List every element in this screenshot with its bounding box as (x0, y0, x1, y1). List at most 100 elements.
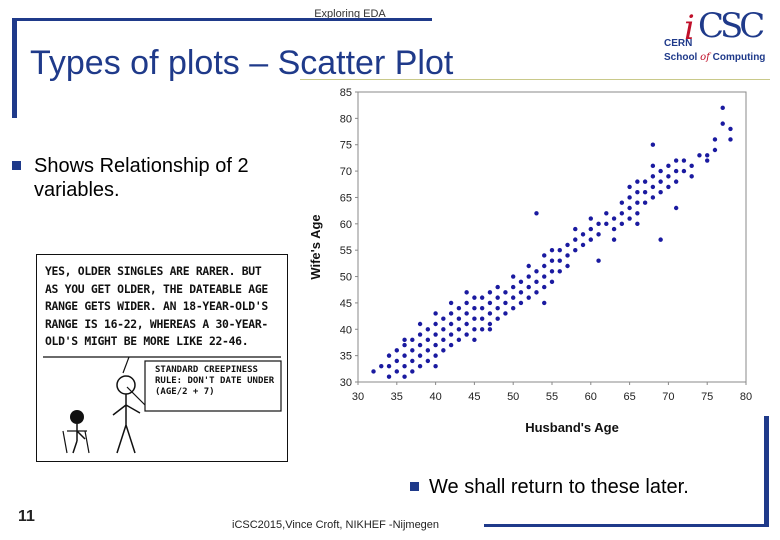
y-axis-label: Wife's Age (308, 214, 323, 279)
scatter-point (650, 163, 656, 169)
x-tick-label: 40 (429, 391, 441, 403)
scatter-point (666, 163, 671, 169)
scatter-point (487, 311, 493, 316)
scatter-point (425, 348, 431, 353)
scatter-point (549, 279, 555, 285)
scatter-point (503, 290, 508, 295)
scatter-point (402, 353, 407, 358)
scatter-point (503, 300, 508, 306)
scatter-point (635, 211, 640, 216)
scatter-point (425, 337, 431, 343)
comic-speech-text: YES, OLDER SINGLES ARE RARER. BUT AS YOU… (45, 264, 268, 348)
scatter-point (511, 284, 516, 290)
scatter-point (526, 263, 531, 269)
scatter-point (472, 337, 477, 343)
scatter-point (417, 363, 423, 369)
scatter-point (456, 337, 462, 343)
scatter-point (549, 258, 555, 263)
x-tick-label: 80 (740, 391, 752, 403)
scatter-point (619, 211, 625, 216)
bullet-relationship: Shows Relationship of 2 variables. (12, 154, 302, 201)
x-tick-label: 65 (623, 391, 635, 403)
scatter-point (472, 295, 477, 300)
plot-frame (357, 91, 747, 383)
y-tick-label: 70 (340, 166, 352, 178)
scatter-point (642, 200, 648, 205)
scatter-point (495, 284, 500, 290)
scatter-point (511, 305, 516, 311)
y-tick-label: 50 (340, 272, 352, 284)
scatter-point (410, 348, 415, 353)
y-tick-label: 35 (340, 351, 352, 363)
frame-left-bar (12, 20, 17, 118)
scatter-point (448, 311, 454, 316)
scatter-point (635, 189, 640, 195)
scatter-point (379, 363, 384, 369)
scatter-point (565, 242, 570, 248)
scatter-point (627, 184, 632, 190)
scatter-point (720, 121, 725, 126)
scatter-point (542, 300, 547, 306)
scatter-point (658, 237, 663, 242)
scatter-point (433, 353, 438, 358)
scatter-point (534, 290, 539, 295)
scatter-point (526, 274, 531, 279)
x-tick-label: 55 (546, 391, 558, 403)
scatter-point (433, 363, 438, 369)
y-tick-label: 80 (340, 113, 352, 125)
x-tick-label: 45 (468, 391, 480, 403)
scatter-point (580, 242, 586, 248)
logo-mark-i: i (684, 8, 695, 48)
y-tick-label: 30 (340, 377, 352, 389)
scatter-point (588, 226, 593, 232)
scatter-point (417, 353, 423, 358)
y-tick-label: 55 (340, 245, 352, 257)
scatter-point (425, 358, 431, 364)
scatter-point (588, 237, 593, 242)
slide-title: Types of plots – Scatter Plot (30, 44, 454, 82)
scatter-point (728, 126, 733, 132)
icsc-logo: i CSC CERN School of Computing (662, 6, 774, 66)
scatter-point (642, 189, 648, 195)
scatter-chart: 30 35 40 45 50 55 60 65 70 75 80 85 30 35 40 45 50 55 60 6… (300, 80, 760, 440)
scatter-point (635, 200, 640, 205)
y-tick-label: 60 (340, 219, 352, 231)
logo-mark-csc: CSC (698, 6, 765, 46)
scatter-point (705, 153, 710, 158)
scatter-point (705, 158, 710, 163)
logo-cern: CERN (664, 38, 693, 49)
scatter-point (433, 311, 438, 316)
scatter-point (573, 226, 578, 232)
x-axis-label: Husband's Age (525, 420, 619, 435)
scatter-point (557, 258, 562, 263)
scatter-point (448, 342, 454, 348)
scatter-point (542, 274, 547, 279)
scatter-point (658, 179, 663, 184)
scatter-point (511, 295, 516, 300)
scatter-point (635, 221, 640, 227)
scatter-point (386, 353, 392, 358)
scatter-point (627, 205, 632, 211)
scatter-point (534, 269, 539, 274)
scatter-point (394, 348, 399, 353)
scatter-point (565, 263, 570, 269)
scatter-point (619, 221, 625, 227)
scatter-point (611, 226, 617, 232)
scatter-point (681, 168, 687, 174)
scatter-svg: 30 35 40 45 50 55 60 65 70 75 80 85 30 35 40 45 50 55 60 6… (308, 87, 752, 435)
scatter-point (464, 311, 469, 316)
frame-top-bar (12, 18, 432, 21)
scatter-point (479, 295, 485, 300)
scatter-point (673, 179, 679, 184)
x-tick-label: 50 (507, 391, 519, 403)
comic-drawing (43, 356, 282, 454)
scatter-point (441, 327, 446, 332)
scatter-point (410, 358, 415, 364)
scatter-point (433, 342, 438, 348)
scatter-point (402, 374, 407, 379)
scatter-point (526, 284, 531, 290)
scatter-point (371, 369, 376, 374)
scatter-point (611, 216, 617, 221)
logo-computing-word: Computing (712, 52, 766, 63)
scatter-point (417, 332, 423, 337)
